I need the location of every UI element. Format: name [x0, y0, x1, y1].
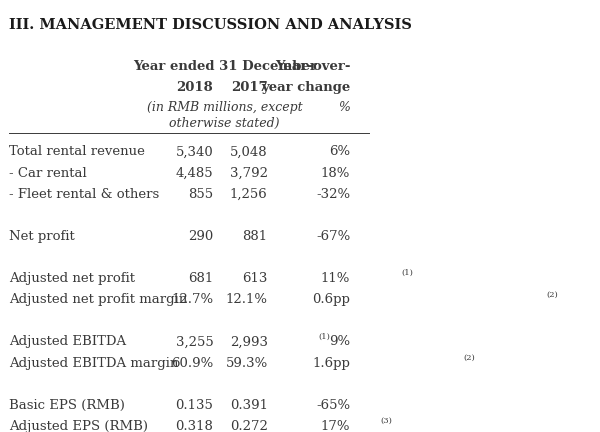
Text: 1.6pp: 1.6pp: [312, 356, 350, 369]
Text: 681: 681: [188, 272, 213, 285]
Text: (3): (3): [381, 417, 393, 425]
Text: - Car rental: - Car rental: [9, 167, 86, 180]
Text: -67%: -67%: [316, 230, 350, 243]
Text: -65%: -65%: [316, 399, 350, 412]
Text: Adjusted EBITDA margin: Adjusted EBITDA margin: [9, 356, 178, 369]
Text: 3,792: 3,792: [230, 167, 268, 180]
Text: (2): (2): [463, 354, 475, 362]
Text: 290: 290: [188, 230, 213, 243]
Text: 17%: 17%: [320, 420, 350, 432]
Text: 5,048: 5,048: [230, 146, 268, 159]
Text: otherwise stated): otherwise stated): [169, 117, 280, 130]
Text: Adjusted net profit: Adjusted net profit: [9, 272, 135, 285]
Text: 0.272: 0.272: [230, 420, 268, 432]
Text: Total rental revenue: Total rental revenue: [9, 146, 145, 159]
Text: 613: 613: [242, 272, 268, 285]
Text: 1,256: 1,256: [230, 187, 268, 201]
Text: 6%: 6%: [329, 146, 350, 159]
Text: 855: 855: [188, 187, 213, 201]
Text: 12.1%: 12.1%: [226, 293, 268, 306]
Text: -32%: -32%: [316, 187, 350, 201]
Text: 11%: 11%: [321, 272, 350, 285]
Text: 0.6pp: 0.6pp: [312, 293, 350, 306]
Text: Net profit: Net profit: [9, 230, 74, 243]
Text: 881: 881: [242, 230, 268, 243]
Text: 12.7%: 12.7%: [171, 293, 213, 306]
Text: 0.318: 0.318: [175, 420, 213, 432]
Text: 2017: 2017: [231, 80, 268, 94]
Text: %: %: [338, 101, 350, 114]
Text: 59.3%: 59.3%: [226, 356, 268, 369]
Text: (1): (1): [319, 333, 331, 340]
Text: Adjusted EBITDA: Adjusted EBITDA: [9, 336, 126, 349]
Text: Year-over-: Year-over-: [275, 60, 350, 73]
Text: Year ended 31 December: Year ended 31 December: [133, 60, 316, 73]
Text: 4,485: 4,485: [176, 167, 213, 180]
Text: III. MANAGEMENT DISCUSSION AND ANALYSIS: III. MANAGEMENT DISCUSSION AND ANALYSIS: [9, 18, 412, 32]
Text: Adjusted EPS (RMB): Adjusted EPS (RMB): [9, 420, 148, 432]
Text: (in RMB millions, except: (in RMB millions, except: [147, 101, 302, 114]
Text: Adjusted net profit margin: Adjusted net profit margin: [9, 293, 187, 306]
Text: 3,255: 3,255: [176, 336, 213, 349]
Text: 60.9%: 60.9%: [171, 356, 213, 369]
Text: (1): (1): [401, 269, 413, 277]
Text: 0.135: 0.135: [175, 399, 213, 412]
Text: 0.391: 0.391: [230, 399, 268, 412]
Text: - Fleet rental & others: - Fleet rental & others: [9, 187, 159, 201]
Text: 9%: 9%: [329, 336, 350, 349]
Text: 18%: 18%: [321, 167, 350, 180]
Text: 5,340: 5,340: [176, 146, 213, 159]
Text: (2): (2): [546, 290, 558, 299]
Text: 2018: 2018: [176, 80, 213, 94]
Text: Basic EPS (RMB): Basic EPS (RMB): [9, 399, 125, 412]
Text: 2,993: 2,993: [230, 336, 268, 349]
Text: year change: year change: [261, 80, 350, 94]
